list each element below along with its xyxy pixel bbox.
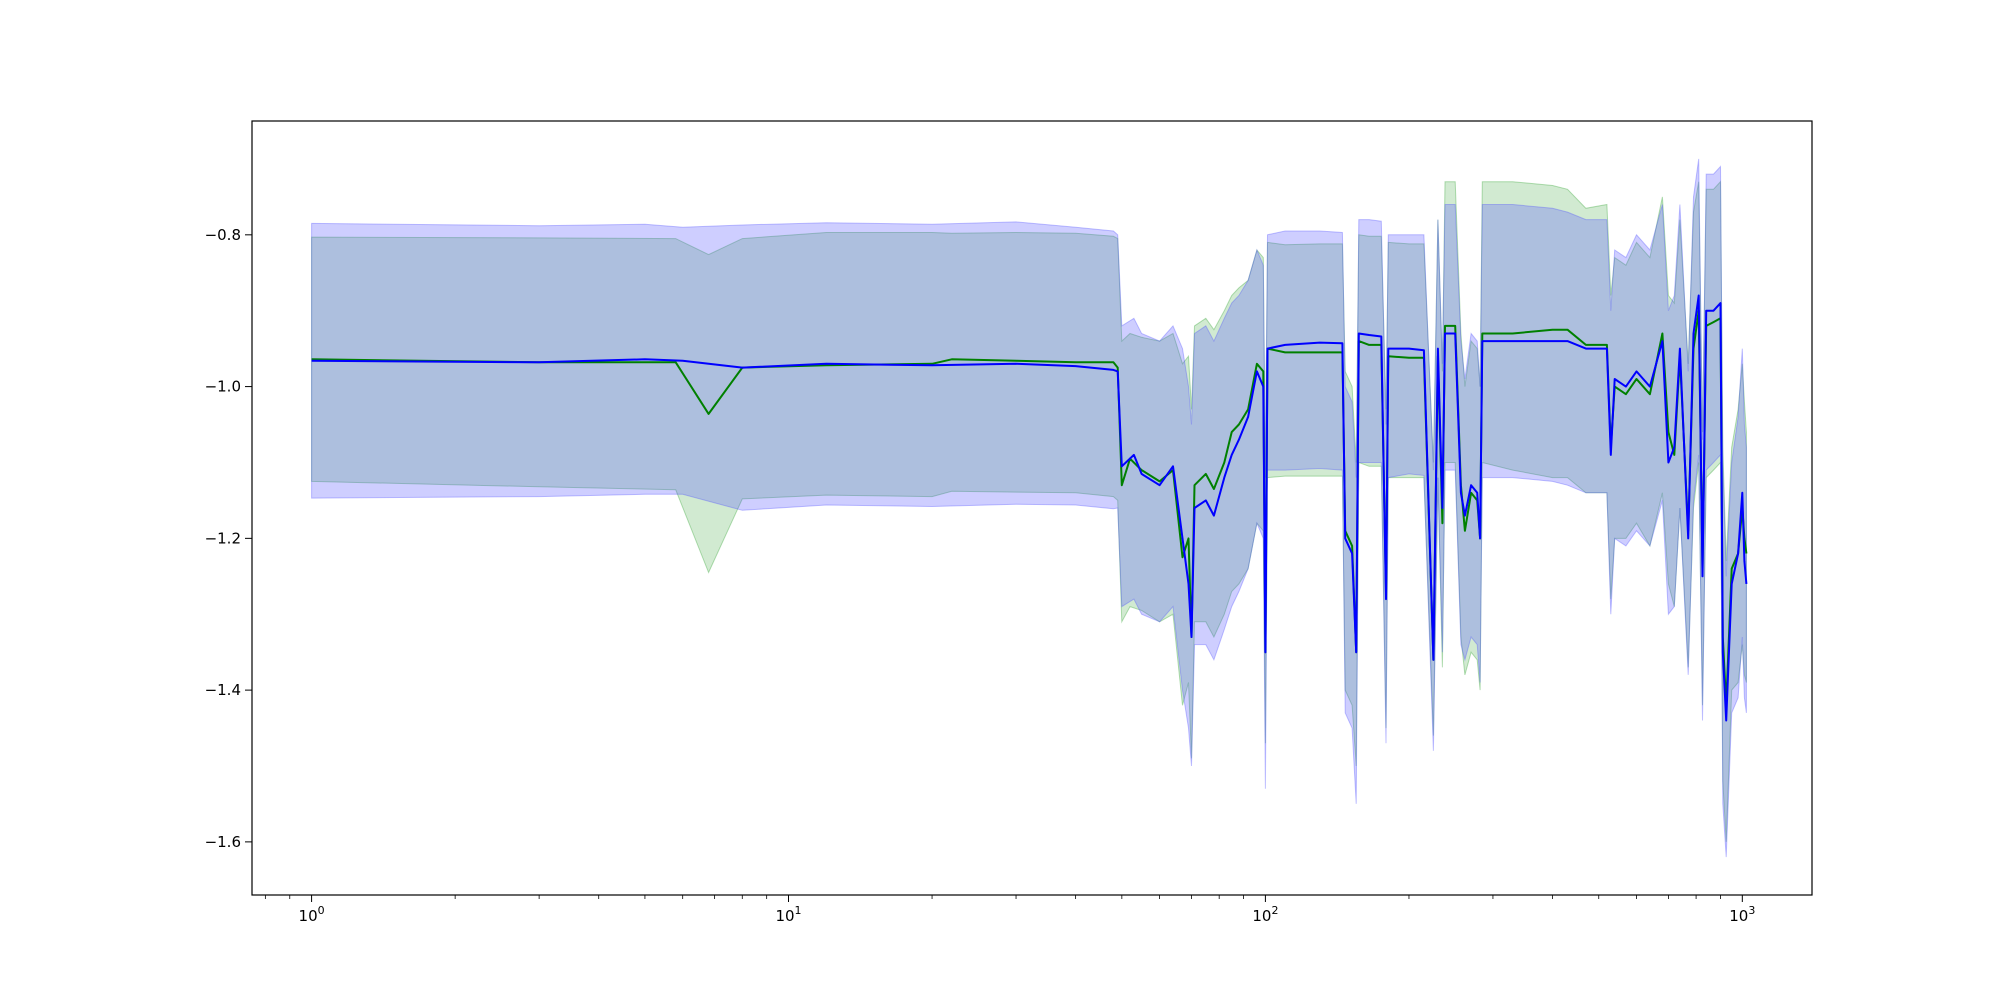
y-tick-label: −1.0 [205, 378, 241, 396]
x-tick-label: 100 [299, 904, 325, 925]
y-tick-label: −1.6 [205, 833, 241, 851]
y-tick-label: −0.8 [205, 226, 241, 244]
y-axis: −0.8 −1.0 −1.2 −1.4 −1.6 [205, 226, 252, 851]
confidence-bands [311, 158, 1747, 858]
confidence-band-2 [311, 158, 1747, 858]
plot-frame [251, 120, 1813, 896]
confidence-band-1 [311, 180, 1747, 842]
x-tick-label: 101 [775, 904, 801, 925]
series-line-2 [311, 294, 1748, 722]
series-lines [311, 294, 1748, 722]
x-tick-label: 103 [1729, 904, 1755, 925]
y-tick-label: −1.4 [205, 681, 241, 699]
x-axis: 100 101 102 103 [264, 895, 1755, 925]
y-tick-label: −1.2 [205, 529, 241, 547]
x-tick-label: 102 [1252, 904, 1278, 925]
